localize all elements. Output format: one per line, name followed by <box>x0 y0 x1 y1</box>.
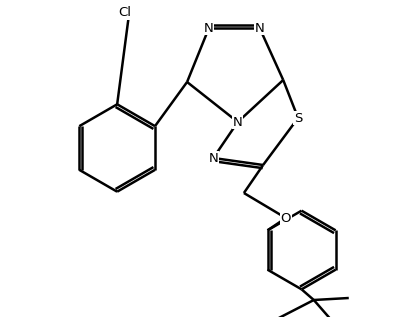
Text: N: N <box>208 152 218 165</box>
Text: O: O <box>280 211 291 224</box>
Text: N: N <box>233 115 243 128</box>
Text: N: N <box>204 22 214 35</box>
Text: S: S <box>294 112 302 125</box>
Text: Cl: Cl <box>118 6 131 19</box>
Text: N: N <box>255 22 264 35</box>
